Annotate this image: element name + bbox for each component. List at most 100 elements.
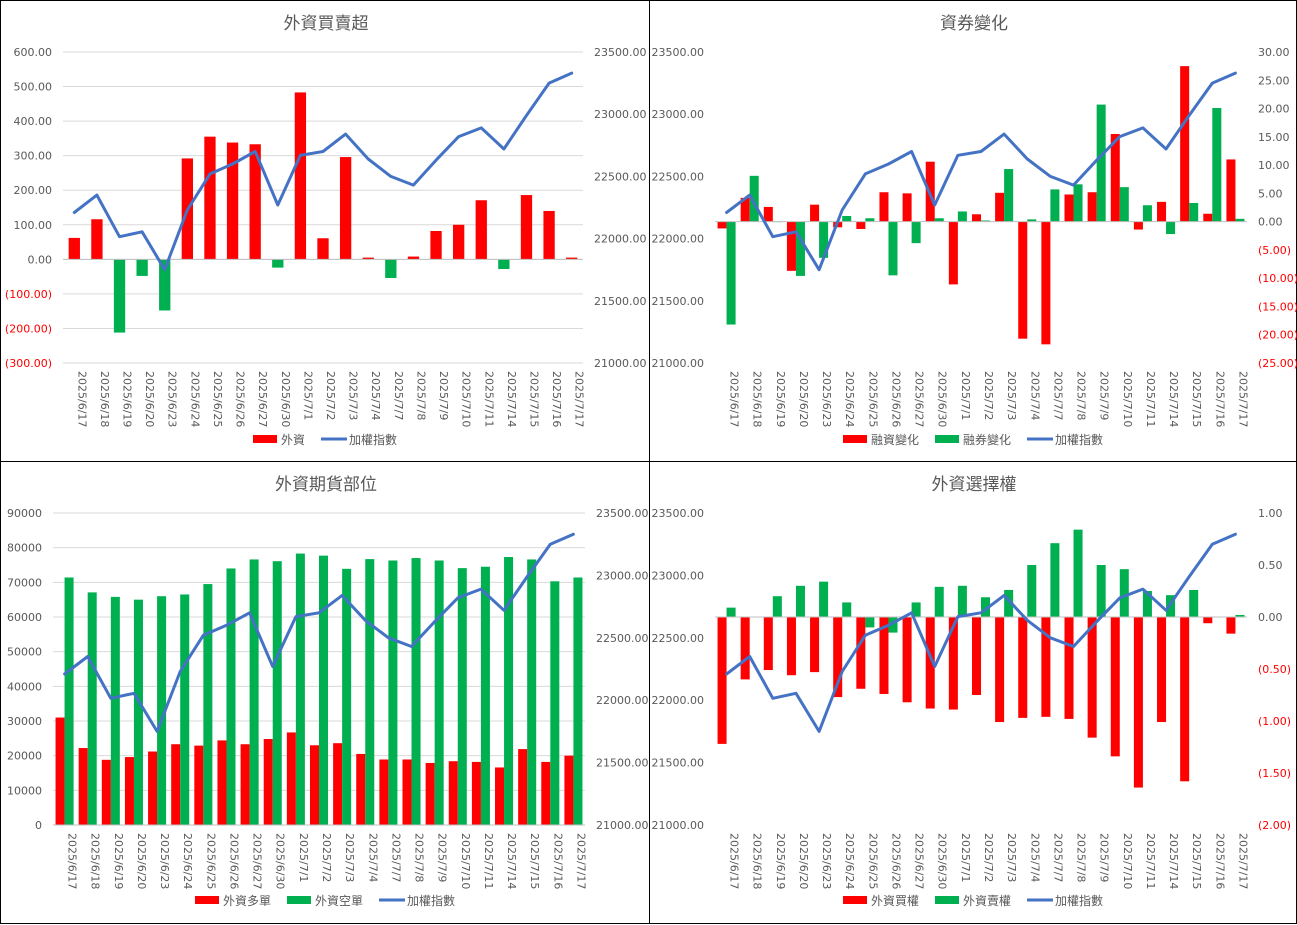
y-left-tick-label: (300.00): [5, 357, 52, 370]
bar: [1018, 617, 1028, 718]
legend-label: 外資賣權: [963, 893, 1011, 908]
bar: [226, 568, 236, 825]
y-right-tick-label: 21500.00: [596, 757, 649, 770]
chart-title: 外資期貨部位: [275, 475, 377, 495]
y-right-tick-label: 22000.00: [594, 233, 647, 246]
bar: [171, 744, 181, 825]
y-left-tick-label: 300.00: [14, 150, 53, 163]
bar: [1166, 221, 1176, 235]
bar: [925, 617, 935, 709]
bar: [971, 617, 981, 695]
chart-svg: 外資買賣超 (300.00) (200.00) (100.00) 0.00 100.00 2…: [5, 14, 647, 447]
bar: [566, 257, 578, 260]
legend: 融資變化 融券變化 加權指數: [843, 432, 1103, 447]
x-tick-label: 2025/7/1: [959, 371, 972, 420]
y-right-tick-label: (0.50): [1258, 663, 1291, 676]
x-tick-label: 2025/7/1: [301, 371, 314, 420]
x-tick-label: 2025/6/27: [913, 833, 926, 889]
y-right-tick-label: 0.00: [1258, 611, 1283, 624]
bar: [356, 753, 366, 825]
bar: [740, 617, 750, 680]
x-tick-label: 2025/6/25: [204, 833, 217, 889]
chart-svg: 外資期貨部位 0 10000 20000 30000 40000 50000 60000 700…: [7, 475, 649, 908]
y-left-tick-label: 22500.00: [652, 170, 705, 183]
bar: [1096, 565, 1106, 617]
bar: [480, 566, 490, 825]
bar: [856, 221, 866, 229]
bar: [1110, 617, 1120, 757]
x-tick-label: 2025/6/24: [181, 833, 194, 889]
bar: [888, 617, 898, 633]
y-left-tick-label: 21500.00: [652, 757, 705, 770]
y-left-tick-label: 0: [35, 819, 42, 832]
x-tick-label: 2025/6/20: [797, 833, 810, 889]
x-tick-label: 2025/6/27: [913, 371, 926, 427]
line-series: [725, 71, 1237, 272]
legend-label: 融資變化: [871, 432, 919, 447]
legend-label: 加權指數: [1055, 893, 1103, 908]
x-tick-label: 2025/7/11: [482, 833, 495, 889]
x-tick-label: 2025/7/1: [297, 833, 310, 882]
x-tick-label: 2025/6/18: [89, 833, 102, 889]
bar: [498, 259, 510, 270]
legend-label: 加權指數: [1055, 432, 1103, 447]
bar: [317, 238, 329, 260]
bar: [865, 617, 875, 628]
bar: [180, 594, 190, 825]
x-tick-label: 2025/6/26: [889, 833, 902, 889]
legend-swatch: [843, 896, 867, 904]
bar: [842, 602, 852, 617]
legend-swatch: [287, 896, 311, 904]
x-tick-label: 2025/7/1: [959, 833, 972, 882]
x-tick-label: 2025/6/27: [256, 371, 269, 427]
bar: [717, 617, 727, 744]
x-tick-label: 2025/7/8: [1075, 833, 1088, 882]
bar: [1041, 617, 1051, 717]
y-right-tick-label: 22500.00: [594, 170, 647, 183]
legend: 外資買權 外資賣權 加權指數: [843, 893, 1103, 908]
bar: [1050, 543, 1060, 617]
y-left-tick-label: 21000.00: [652, 819, 705, 832]
bar: [157, 596, 167, 825]
bar: [294, 92, 307, 260]
x-tick-label: 2025/6/23: [158, 833, 171, 889]
y-right-tick-label: 10.00: [1258, 159, 1290, 172]
y-right-tick-label: (1.00): [1258, 715, 1291, 728]
bar: [434, 560, 444, 825]
bar: [1018, 221, 1028, 339]
y-right-tick-label: 21000.00: [596, 819, 649, 832]
bar: [407, 256, 420, 260]
x-tick-label: 2025/6/20: [143, 371, 156, 427]
legend-item: 加權指數: [1027, 893, 1103, 908]
bar: [388, 560, 398, 825]
y-right-tick-label: (25.00): [1258, 357, 1297, 370]
bar: [550, 581, 560, 825]
x-tick-label: 2025/7/9: [1098, 371, 1111, 420]
bar: [194, 745, 204, 825]
x-tick-label: 2025/6/19: [774, 833, 787, 889]
x-tick-label: 2025/6/20: [135, 833, 148, 889]
bar: [717, 221, 727, 229]
bars: [717, 66, 1245, 345]
x-tick-label: 2025/7/3: [343, 833, 356, 882]
bar: [520, 195, 533, 260]
x-tick-label: 2025/7/11: [1144, 833, 1157, 889]
x-tick-label: 2025/7/8: [413, 833, 426, 882]
legend-label: 融券變化: [963, 432, 1011, 447]
legend-label: 加權指數: [349, 432, 397, 447]
bar: [726, 607, 736, 617]
x-tick-label: 2025/6/30: [936, 371, 949, 427]
x-tick-label: 2025/7/7: [392, 371, 405, 420]
chart-panel-foreign-futures: 外資期貨部位 0 10000 20000 30000 40000 50000 60000 700…: [0, 461, 650, 924]
y-left-tick-label: 80000: [7, 542, 42, 555]
y-left-tick-label: 200.00: [14, 184, 53, 197]
bar: [1119, 569, 1129, 617]
y-right-tick-label: (15.00): [1258, 300, 1297, 313]
x-tick-label: 2025/7/3: [347, 371, 360, 420]
bars: [55, 553, 583, 825]
legend-item: 加權指數: [321, 432, 397, 447]
bar: [471, 761, 481, 825]
bar: [763, 617, 773, 671]
bar: [362, 257, 374, 260]
legend-swatch: [935, 896, 959, 904]
